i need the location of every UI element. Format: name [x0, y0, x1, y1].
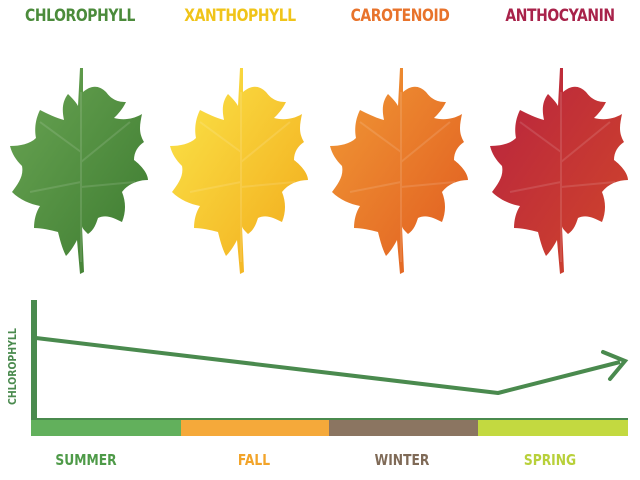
trend-arrowhead-icon [601, 350, 629, 381]
chlorophyll-trend-line [35, 336, 621, 395]
y-axis-label: CHLOROPHYLL [6, 328, 19, 405]
leaf-veins [189, 92, 296, 262]
season-bar-winter [329, 420, 478, 436]
carotenoid-leaf-icon [330, 68, 468, 274]
leaf-shape [490, 68, 628, 274]
pigment-title-anthocyanin: ANTHOCYANIN [505, 6, 615, 26]
leaf-shape [170, 68, 308, 274]
anthocyanin-leaf-icon [490, 68, 628, 274]
leaf-veins [509, 92, 616, 262]
xanthophyll-leaf-icon [170, 68, 308, 274]
chlorophyll-leaf-icon [10, 68, 148, 274]
pigment-title-chlorophyll: CHLOROPHYLL [25, 6, 135, 26]
pigment-title-carotenoid: CAROTENOID [350, 6, 450, 26]
leaf-shape [330, 68, 468, 274]
season-bar-fall [181, 420, 329, 436]
chlorophyll-trend-chart [31, 300, 629, 422]
pigment-title-xanthophyll: XANTHOPHYLL [184, 6, 296, 26]
season-label-summer: SUMMER [55, 451, 117, 469]
leaf-shape [10, 68, 148, 274]
leaf-veins [29, 92, 136, 262]
leaf-veins [349, 92, 456, 262]
season-bar-spring [478, 420, 628, 436]
season-label-fall: FALL [237, 451, 271, 469]
season-label-spring: SPRING [523, 451, 577, 469]
season-label-winter: WINTER [374, 451, 430, 469]
season-bar-summer [31, 420, 181, 436]
